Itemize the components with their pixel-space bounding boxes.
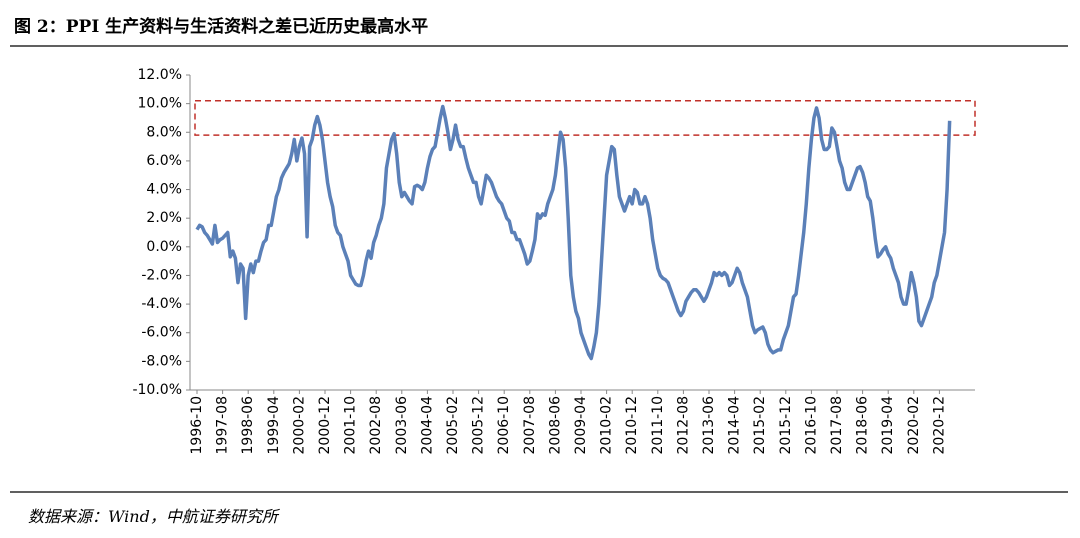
y-tick-label: 10.0% [138,96,182,112]
highlight-band [194,100,976,136]
x-tick-label: 2002-08 [368,396,384,455]
x-tick-label: 1997-08 [215,396,231,455]
x-tick-label: 2005-12 [471,396,487,455]
x-tick-label: 2010-12 [624,396,640,455]
x-tick-label: 2020-12 [931,396,947,455]
data-line [195,104,952,361]
x-tick-label: 2006-10 [496,396,512,455]
x-tick-label: 2007-08 [522,396,538,455]
y-tick-label: 8.0% [146,124,182,140]
x-tick-label: 2016-10 [803,396,819,455]
x-tick-label: 1998-06 [240,396,256,455]
y-tick-label: 2.0% [146,210,182,226]
y-tick-label: -6.0% [141,325,182,341]
x-tick-label: 2003-06 [394,396,410,455]
x-tick-label: 2000-02 [291,396,307,455]
y-tick-label: 6.0% [146,153,182,169]
y-tick-label: -4.0% [141,296,182,312]
x-tick-label: 2019-04 [880,396,896,455]
x-tick-label: 1996-10 [189,396,205,455]
x-tick-label: 2010-02 [599,396,615,455]
x-tick-label: 2015-12 [778,396,794,455]
x-tick-label: 2011-10 [650,396,666,455]
x-tick-label: 2018-06 [855,396,871,455]
y-tick-label: -8.0% [141,353,182,369]
source-note: 数据来源：Wind，中航证券研究所 [28,507,281,526]
y-tick-label: -2.0% [141,267,182,283]
y-tick-label: 4.0% [146,182,182,198]
chart-title: 图 2：PPI 生产资料与生活资料之差已近历史最高水平 [14,16,428,37]
x-tick-label: 1999-04 [266,396,282,455]
x-tick-label: 2005-02 [445,396,461,455]
x-tick-label: 2017-08 [829,396,845,455]
x-tick-label: 2015-02 [752,396,768,455]
y-tick-label: 12.0% [138,67,182,83]
y-tick-label: 0.0% [146,239,182,255]
x-tick-label: 2012-08 [675,396,691,455]
x-tick-label: 2008-06 [547,396,563,455]
x-tick-label: 2020-02 [906,396,922,455]
x-tick-label: 2001-10 [343,396,359,455]
x-tick-label: 2000-12 [317,396,333,455]
x-tick-label: 2009-04 [573,396,589,455]
y-tick-label: -10.0% [132,382,182,398]
x-tick-label: 2014-04 [727,396,743,455]
x-tick-label: 2004-04 [419,396,435,455]
x-tick-label: 2013-06 [701,396,717,455]
